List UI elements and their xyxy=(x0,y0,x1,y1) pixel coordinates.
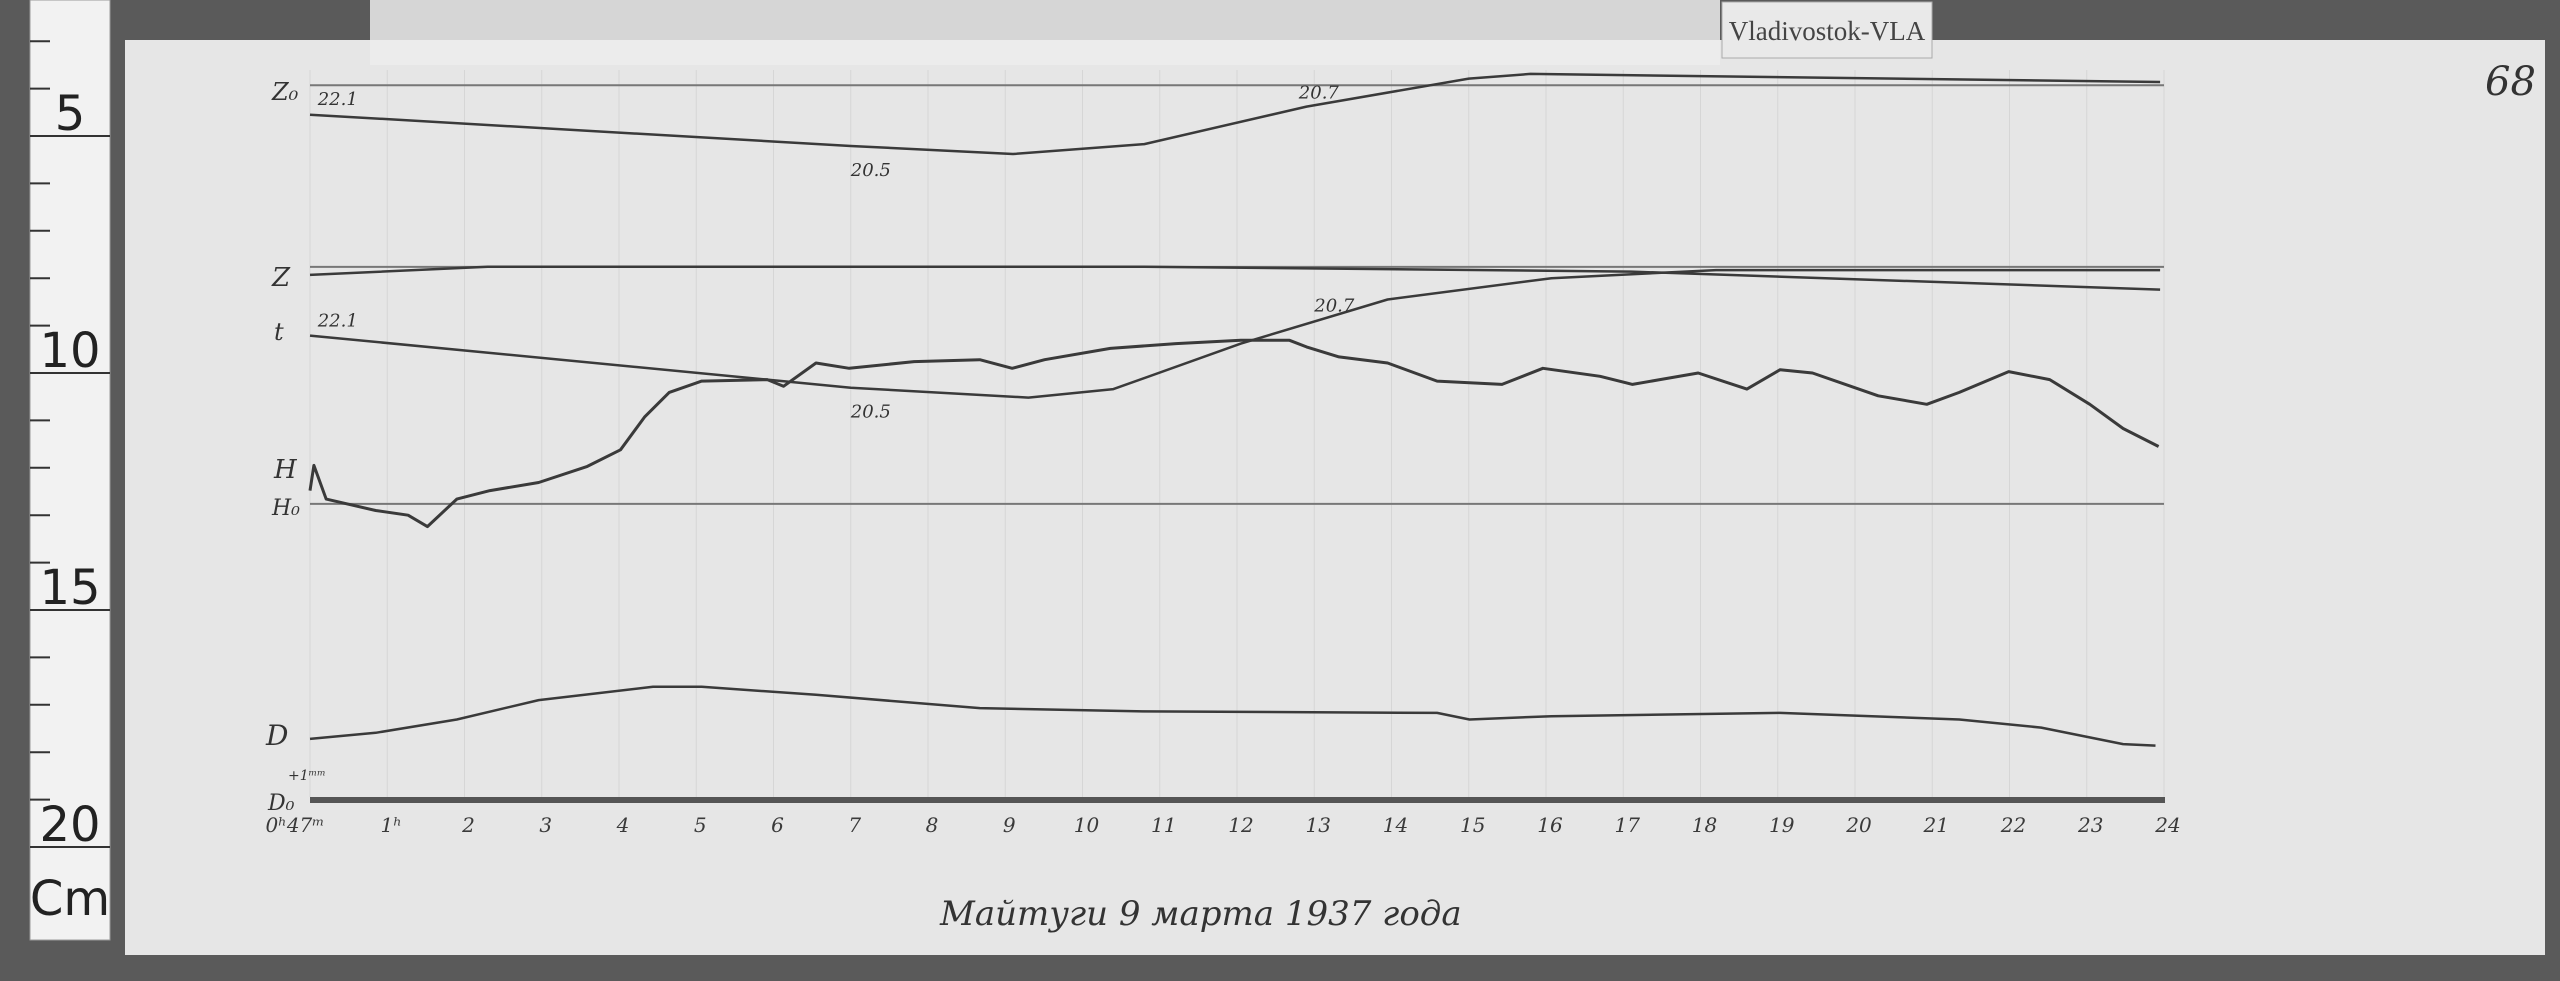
temperature-annotation: 20.5 xyxy=(850,160,891,181)
hour-tick-label: 23 xyxy=(2077,813,2103,837)
hour-tick-label: 20 xyxy=(1845,813,1872,837)
hour-tick-label: 3 xyxy=(539,813,552,837)
trace-labels: Z₀ Z t H H₀ D D₀ +1ᵐᵐ xyxy=(265,78,326,816)
hour-tick-label: 14 xyxy=(1383,813,1408,837)
ruler-unit: Cm xyxy=(30,871,110,927)
hour-tick-label: 8 xyxy=(926,813,939,837)
date-caption: Майтуги 9 марта 1937 года xyxy=(939,894,1462,934)
label-h0: H₀ xyxy=(271,496,300,521)
hour-tick-label: 18 xyxy=(1692,813,1717,837)
hour-tick-label: 24 xyxy=(2154,813,2180,837)
hour-tick-label: 11 xyxy=(1151,813,1176,837)
hour-tick-label: 16 xyxy=(1537,813,1563,837)
temperature-annotations: 22.1 20.5 20.7 22.1 20.5 20.7 xyxy=(317,82,1355,422)
hour-tick-label: 9 xyxy=(1003,813,1016,837)
hour-tick-label: 10 xyxy=(1074,813,1100,837)
label-d0: D₀ xyxy=(267,791,295,816)
hour-tick-label: 17 xyxy=(1615,813,1641,837)
hour-tick-label: 12 xyxy=(1228,813,1253,837)
hour-tick-label: 5 xyxy=(694,813,707,837)
station-label: Vladivostok-VLA xyxy=(1729,16,1926,46)
ruler-label: 15 xyxy=(39,560,100,616)
paper-sheet xyxy=(125,40,2545,955)
hour-tick-labels: 0ʰ47ᵐ 1ʰ 2 3 4 5 6 7 8 9 10 11 12 13 14 15 16 17 18 19 20 21 2… xyxy=(265,813,2180,837)
time-axis-line xyxy=(310,797,2165,803)
traces xyxy=(308,72,2161,747)
temperature-annotation: 22.1 xyxy=(317,310,358,331)
temperature-annotation: 20.7 xyxy=(1298,82,1340,103)
hour-tick-label: 21 xyxy=(1923,813,1949,837)
scale-mark: +1ᵐᵐ xyxy=(288,768,326,784)
page-number: 68 xyxy=(2485,59,2536,105)
trace-d xyxy=(309,685,2156,747)
hour-tick-label: 4 xyxy=(616,813,630,837)
ruler-label: 10 xyxy=(39,323,100,379)
hour-grid xyxy=(309,70,2165,797)
hour-tick-label: 6 xyxy=(771,813,784,837)
hour-tick-label: 13 xyxy=(1306,813,1331,837)
trace-upper_temperature xyxy=(309,72,2161,156)
hour-tick-label: 2 xyxy=(461,813,475,837)
trace-lower_temperature xyxy=(309,268,2161,399)
label-z0: Z₀ xyxy=(271,78,299,106)
hour-tick-label: 22 xyxy=(2000,813,2026,837)
ruler-label: 5 xyxy=(55,86,86,142)
trace-z xyxy=(309,265,2161,291)
ruler-label: 20 xyxy=(39,797,100,853)
trace-h xyxy=(308,338,2160,529)
ruler-ticks: 5 10 15 20 Cm xyxy=(30,40,110,927)
temperature-annotation: 22.1 xyxy=(317,89,358,110)
label-z: Z xyxy=(271,263,291,293)
hour-tick-label: 15 xyxy=(1460,813,1485,837)
label-d: D xyxy=(265,719,288,752)
hour-tick-label: 1ʰ xyxy=(381,813,402,837)
hour-tick-label: 7 xyxy=(848,813,861,837)
cm-ruler xyxy=(29,0,111,941)
temperature-annotation: 20.5 xyxy=(850,402,891,423)
label-t: t xyxy=(274,318,284,346)
station-label-card xyxy=(1721,1,1933,59)
temperature-annotation: 20.7 xyxy=(1313,296,1355,317)
label-h: H xyxy=(273,455,298,485)
hour-tick-label: 0ʰ47ᵐ xyxy=(265,813,324,837)
hour-tick-label: 19 xyxy=(1769,813,1795,837)
glass-strip xyxy=(370,0,1720,65)
